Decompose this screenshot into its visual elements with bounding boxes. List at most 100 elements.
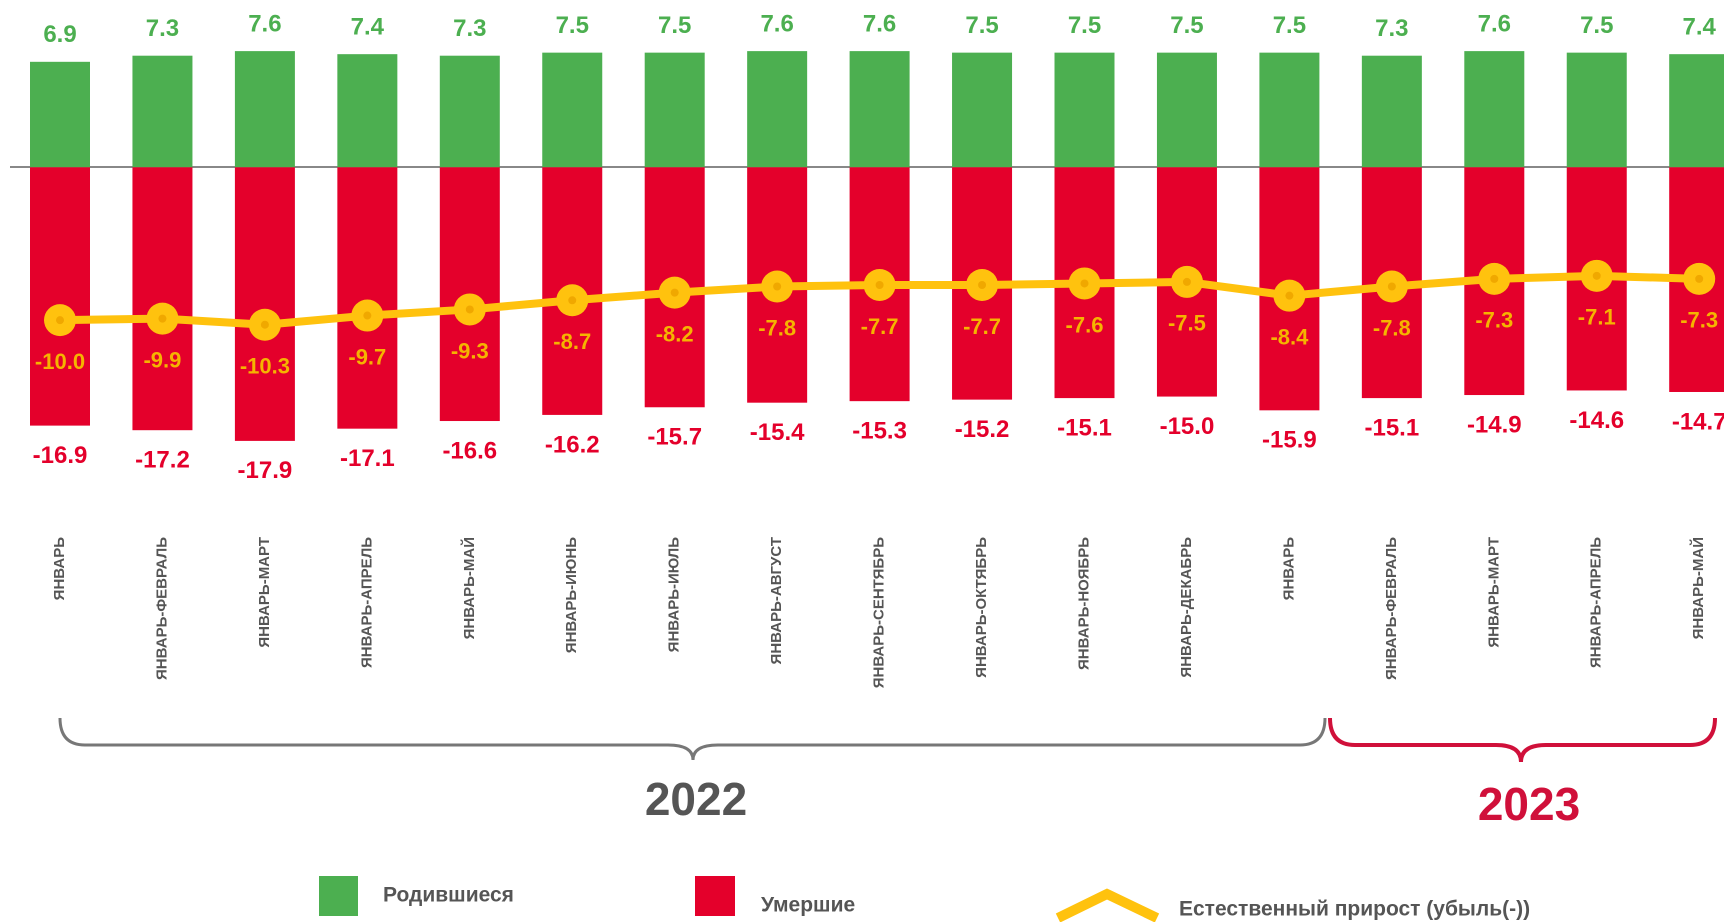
bar — [337, 167, 398, 429]
value-label: -7.8 — [1373, 315, 1411, 340]
point-center — [1592, 271, 1601, 280]
legend-swatch — [695, 876, 735, 916]
x-tick-label: ЯНВАРЬ-АПРЕЛЬ — [358, 537, 375, 668]
bar — [644, 52, 705, 168]
value-label: -15.2 — [955, 416, 1010, 443]
value-label: 7.5 — [1580, 12, 1613, 39]
bar — [439, 55, 500, 168]
bar — [952, 52, 1013, 168]
point-center — [1387, 282, 1396, 291]
x-tick-label: ЯНВАРЬ-МАРТ — [1485, 537, 1502, 648]
x-tick-label: ЯНВАРЬ-ДЕКАБРЬ — [1178, 537, 1195, 678]
value-label: -16.6 — [442, 437, 497, 464]
brace-2022 — [58, 717, 1327, 761]
bar — [30, 167, 90, 426]
point-center — [56, 316, 64, 325]
value-label: 7.3 — [146, 15, 179, 42]
group-label: 2022 — [645, 773, 747, 825]
point-center — [568, 296, 577, 305]
value-label: -10.3 — [240, 354, 290, 379]
value-label: 7.5 — [1068, 12, 1101, 39]
point-center — [1080, 279, 1089, 288]
value-label: -9.9 — [143, 347, 181, 372]
value-label: -15.3 — [852, 418, 907, 445]
point-center — [1490, 274, 1499, 283]
point-center — [158, 314, 167, 323]
value-label: -15.0 — [1160, 413, 1215, 440]
value-label: -8.4 — [1270, 324, 1309, 349]
value-label: -15.9 — [1262, 427, 1317, 454]
value-label: -9.3 — [451, 338, 489, 363]
legend-label: Умершие — [761, 894, 855, 917]
value-label: -15.7 — [647, 424, 702, 451]
value-label: -16.2 — [545, 431, 600, 458]
value-label: -7.6 — [1066, 312, 1104, 337]
x-tick-label: ЯНВАРЬ-АПРЕЛЬ — [1588, 537, 1605, 668]
value-label: 7.5 — [1170, 12, 1203, 39]
point-center — [1182, 277, 1191, 286]
bar — [132, 167, 193, 431]
value-label: 7.5 — [658, 12, 691, 39]
x-tick-label: ЯНВАРЬ — [51, 537, 68, 601]
x-tick-label: ЯНВАРЬ-СЕНТЯБРЬ — [871, 537, 888, 689]
value-label: -14.7 — [1672, 408, 1724, 435]
point-center — [1285, 291, 1294, 300]
bar — [30, 61, 90, 168]
point-center — [1695, 274, 1704, 283]
value-label: -7.7 — [963, 314, 1001, 339]
bar — [747, 51, 808, 168]
value-label: 7.3 — [1375, 15, 1408, 42]
value-label: 6.9 — [43, 21, 76, 48]
value-label: -7.8 — [758, 315, 796, 340]
value-label: -7.7 — [861, 314, 899, 339]
bar — [234, 167, 295, 441]
value-label: -14.9 — [1467, 411, 1522, 438]
x-tick-label: ЯНВАРЬ-АВГУСТ — [768, 537, 785, 664]
value-label: 7.4 — [351, 14, 385, 41]
value-label: 7.6 — [248, 10, 281, 37]
bar — [337, 54, 398, 168]
value-label: -8.7 — [553, 329, 591, 354]
value-label: -7.1 — [1578, 305, 1616, 330]
value-label: 7.5 — [1273, 12, 1306, 39]
value-label: 7.6 — [1478, 10, 1511, 37]
point-center — [978, 280, 987, 289]
bar — [234, 51, 295, 168]
point-center — [363, 311, 372, 320]
x-tick-label: ЯНВАРЬ-МАЙ — [1689, 537, 1707, 639]
x-tick-label: ЯНВАРЬ-ФЕВРАЛЬ — [153, 537, 170, 680]
legend-label: Родившиеся — [383, 884, 514, 907]
bar — [1669, 54, 1724, 168]
x-tick-label: ЯНВАРЬ-ИЮНЬ — [563, 537, 580, 653]
x-tick-label: ЯНВАРЬ — [1280, 537, 1297, 601]
value-label: -16.9 — [33, 442, 88, 469]
x-tick-label: ЯНВАРЬ-ФЕВРАЛЬ — [1383, 537, 1400, 680]
value-label: -10.0 — [35, 349, 85, 374]
x-tick-label: ЯНВАРЬ-ОКТЯБРЬ — [973, 537, 990, 678]
legend-swatch — [1055, 888, 1160, 922]
value-label: 7.5 — [556, 12, 589, 39]
point-center — [260, 320, 269, 329]
bar — [542, 52, 603, 168]
bar — [1566, 52, 1627, 168]
point-center — [773, 282, 782, 291]
value-label: -15.4 — [750, 419, 805, 446]
point-center — [465, 305, 474, 314]
value-label: -9.7 — [348, 344, 386, 369]
value-label: -7.3 — [1475, 308, 1513, 333]
legend-label: Естественный прирост (убыль(-)) — [1179, 898, 1530, 921]
value-label: 7.6 — [863, 10, 896, 37]
value-label: -7.5 — [1168, 311, 1206, 336]
value-label: -7.3 — [1680, 308, 1718, 333]
bar — [1464, 51, 1525, 168]
x-tick-label: ЯНВАРЬ-МАРТ — [256, 537, 273, 648]
value-label: -17.2 — [135, 447, 190, 474]
value-label: -14.6 — [1569, 407, 1624, 434]
bar — [1259, 52, 1320, 168]
value-label: -15.1 — [1364, 414, 1419, 441]
bar — [1054, 52, 1115, 168]
x-tick-label: ЯНВАРЬ-ИЮЛЬ — [666, 537, 683, 653]
bar — [132, 55, 193, 168]
x-tick-label: ЯНВАРЬ-НОЯБРЬ — [1075, 537, 1092, 670]
group-label: 2023 — [1478, 778, 1580, 830]
